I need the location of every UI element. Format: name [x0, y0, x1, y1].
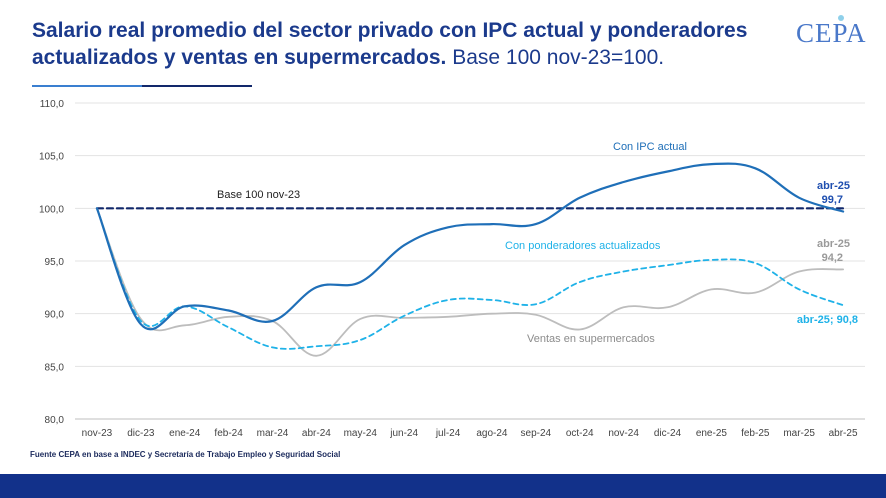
- x-tick-label: dic-23: [127, 428, 155, 439]
- end-label-ipc-month: abr-25: [817, 180, 850, 192]
- series-line-ponderadores: [96, 207, 844, 350]
- series-line-supermercados: [96, 207, 844, 357]
- label-base-100: Base 100 nov-23: [217, 189, 300, 201]
- y-tick-label: 100,0: [39, 204, 64, 215]
- end-label-ponderadores: abr-25; 90,8: [797, 314, 858, 326]
- y-tick-label: 110,0: [40, 99, 65, 110]
- end-label-ipc-value: 99,7: [822, 194, 843, 206]
- label-ponderadores: Con ponderadores actualizados: [505, 240, 661, 252]
- x-tick-label: dic-24: [654, 428, 682, 439]
- logo-mark-icon: [838, 15, 844, 21]
- y-axis-ticks: 80,0 85,0 90,0 95,0 100,0 105,0 110,0: [39, 99, 64, 426]
- x-tick-label: mar-25: [783, 428, 815, 439]
- x-tick-label: abr-24: [302, 428, 331, 439]
- line-chart: 80,0 85,0 90,0 95,0 100,0 105,0 110,0 nov-23 di…: [39, 99, 865, 439]
- y-tick-label: 105,0: [39, 152, 64, 163]
- x-tick-label: nov-23: [82, 428, 113, 439]
- x-tick-label: jul-24: [435, 428, 461, 439]
- x-tick-label: sep-24: [521, 428, 552, 439]
- label-supermercados: Ventas en supermercados: [527, 333, 655, 345]
- x-tick-label: ene-25: [696, 428, 728, 439]
- title-underline-right: [142, 85, 252, 87]
- x-tick-label: feb-24: [214, 428, 243, 439]
- y-tick-label: 95,0: [45, 257, 65, 268]
- x-tick-label: ago-24: [476, 428, 508, 439]
- cepa-logo: CEPA: [796, 18, 867, 48]
- footer-bar: [0, 474, 886, 498]
- chart-title-bold: Salario real promedio del sector privado…: [32, 19, 748, 69]
- x-tick-label: jun-24: [389, 428, 418, 439]
- x-tick-label: oct-24: [566, 428, 594, 439]
- y-tick-label: 90,0: [45, 310, 65, 321]
- label-ipc-actual: Con IPC actual: [613, 141, 687, 153]
- end-label-super-month: abr-25: [817, 238, 850, 250]
- end-label-super-value: 94,2: [822, 252, 843, 264]
- title-underline-left: [32, 85, 142, 87]
- y-tick-label: 80,0: [45, 415, 65, 426]
- x-tick-label: may-24: [344, 428, 378, 439]
- x-tick-label: nov-24: [608, 428, 639, 439]
- x-tick-label: abr-25: [829, 428, 858, 439]
- series-line-ipc-actual: [95, 162, 845, 331]
- x-tick-label: feb-25: [741, 428, 770, 439]
- x-axis-ticks: nov-23 dic-23 ene-24 feb-24 mar-24 abr-24 may-…: [75, 418, 865, 439]
- chart-title: Salario real promedio del sector privado…: [32, 17, 792, 71]
- series-lines: [95, 162, 845, 357]
- y-gridlines: [75, 102, 865, 420]
- source-note: Fuente CEPA en base a INDEC y Secretaría…: [30, 450, 341, 459]
- chart-title-base: Base 100 nov-23=100.: [452, 46, 665, 69]
- x-tick-label: ene-24: [169, 428, 201, 439]
- x-tick-label: mar-24: [257, 428, 289, 439]
- y-tick-label: 85,0: [45, 362, 65, 373]
